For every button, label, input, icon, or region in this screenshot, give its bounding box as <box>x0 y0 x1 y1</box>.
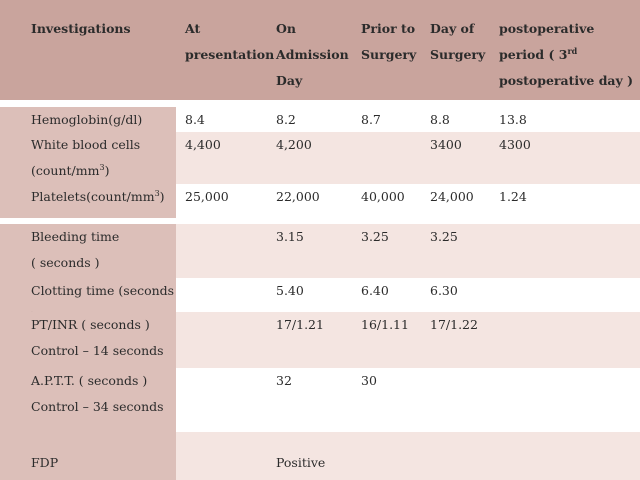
table-cell: 3.25 <box>430 229 458 244</box>
table-cell <box>422 432 490 450</box>
table-cell <box>354 432 422 450</box>
table-cell: 8.7 <box>361 112 381 127</box>
table-cell <box>176 432 268 450</box>
table-cell: 8.2 <box>276 112 296 127</box>
table-cell: 4,200 <box>276 137 312 152</box>
row-label-text: White blood cells (count/mm3) <box>31 137 141 178</box>
table-cell <box>490 432 640 450</box>
row-label: PT/INR ( seconds ) Control – 14 seconds <box>0 312 176 368</box>
table-cell: 4,400 <box>185 137 221 152</box>
table-row: FDP Positive <box>0 432 640 480</box>
table-cell: 1.24 <box>499 189 527 204</box>
table-row: Clotting time (seconds ) 5.40 6.40 6.30 <box>0 278 640 324</box>
table-cell: 24,000 <box>430 189 474 204</box>
table-cell: 13.8 <box>499 112 527 127</box>
table-cell: 25,000 <box>185 189 229 204</box>
table-row: A.P.T.T. ( seconds ) Control – 34 second… <box>0 368 640 432</box>
table-cell: 4300 <box>499 137 531 152</box>
table-cell: 3.15 <box>276 229 304 244</box>
header-postoperative-period: postoperative period ( 3rd postoperative… <box>499 21 634 88</box>
table-cell: 8.4 <box>185 112 205 127</box>
table-cell: 6.30 <box>430 283 458 298</box>
table-cell: 3.25 <box>361 229 389 244</box>
table-cell: 17/1.21 <box>276 317 324 332</box>
table-cell: 6.40 <box>361 283 389 298</box>
table-cell: Positive <box>276 455 326 470</box>
table-cell: 22,000 <box>276 189 320 204</box>
header-at-presentation: At presentation <box>185 21 275 62</box>
table-cell: 8.8 <box>430 112 450 127</box>
header-prior-to-surgery: Prior to Surgery <box>361 21 417 62</box>
header-investigations: Investigations <box>31 21 131 36</box>
table-header-row: Investigations At presentation On Admiss… <box>0 0 640 100</box>
header-on-admission-day: On Admission Day <box>276 21 349 88</box>
row-label: Hemoglobin(g/dl) <box>0 107 176 132</box>
table-cell: 5.40 <box>276 283 304 298</box>
table-cell: 3400 <box>430 137 462 152</box>
row-label: A.P.T.T. ( seconds ) Control – 34 second… <box>0 368 176 432</box>
table-row: PT/INR ( seconds ) Control – 14 seconds … <box>0 312 640 368</box>
table-row: Hemoglobin(g/dl) 8.4 8.2 8.7 8.8 13.8 <box>0 107 640 132</box>
header-day-of-surgery: Day of Surgery <box>430 21 486 62</box>
row-label: White blood cells (count/mm3) <box>0 132 176 184</box>
table-cell: 17/1.22 <box>430 317 478 332</box>
table-cell: 32 <box>276 373 292 388</box>
row-label: FDP <box>0 432 176 480</box>
table-row: White blood cells (count/mm3) 4,400 4,20… <box>0 132 640 184</box>
table-row: Bleeding time ( seconds ) 3.15 3.25 3.25 <box>0 224 640 278</box>
row-label: Platelets(count/mm3) <box>0 184 176 218</box>
table-cell: 30 <box>361 373 377 388</box>
row-label: Clotting time (seconds ) <box>0 278 176 324</box>
table-cell: 16/1.11 <box>361 317 409 332</box>
row-label: Bleeding time ( seconds ) <box>0 224 176 278</box>
table-row: Platelets(count/mm3) 25,000 22,000 40,00… <box>0 184 640 218</box>
table-cell: 40,000 <box>361 189 405 204</box>
